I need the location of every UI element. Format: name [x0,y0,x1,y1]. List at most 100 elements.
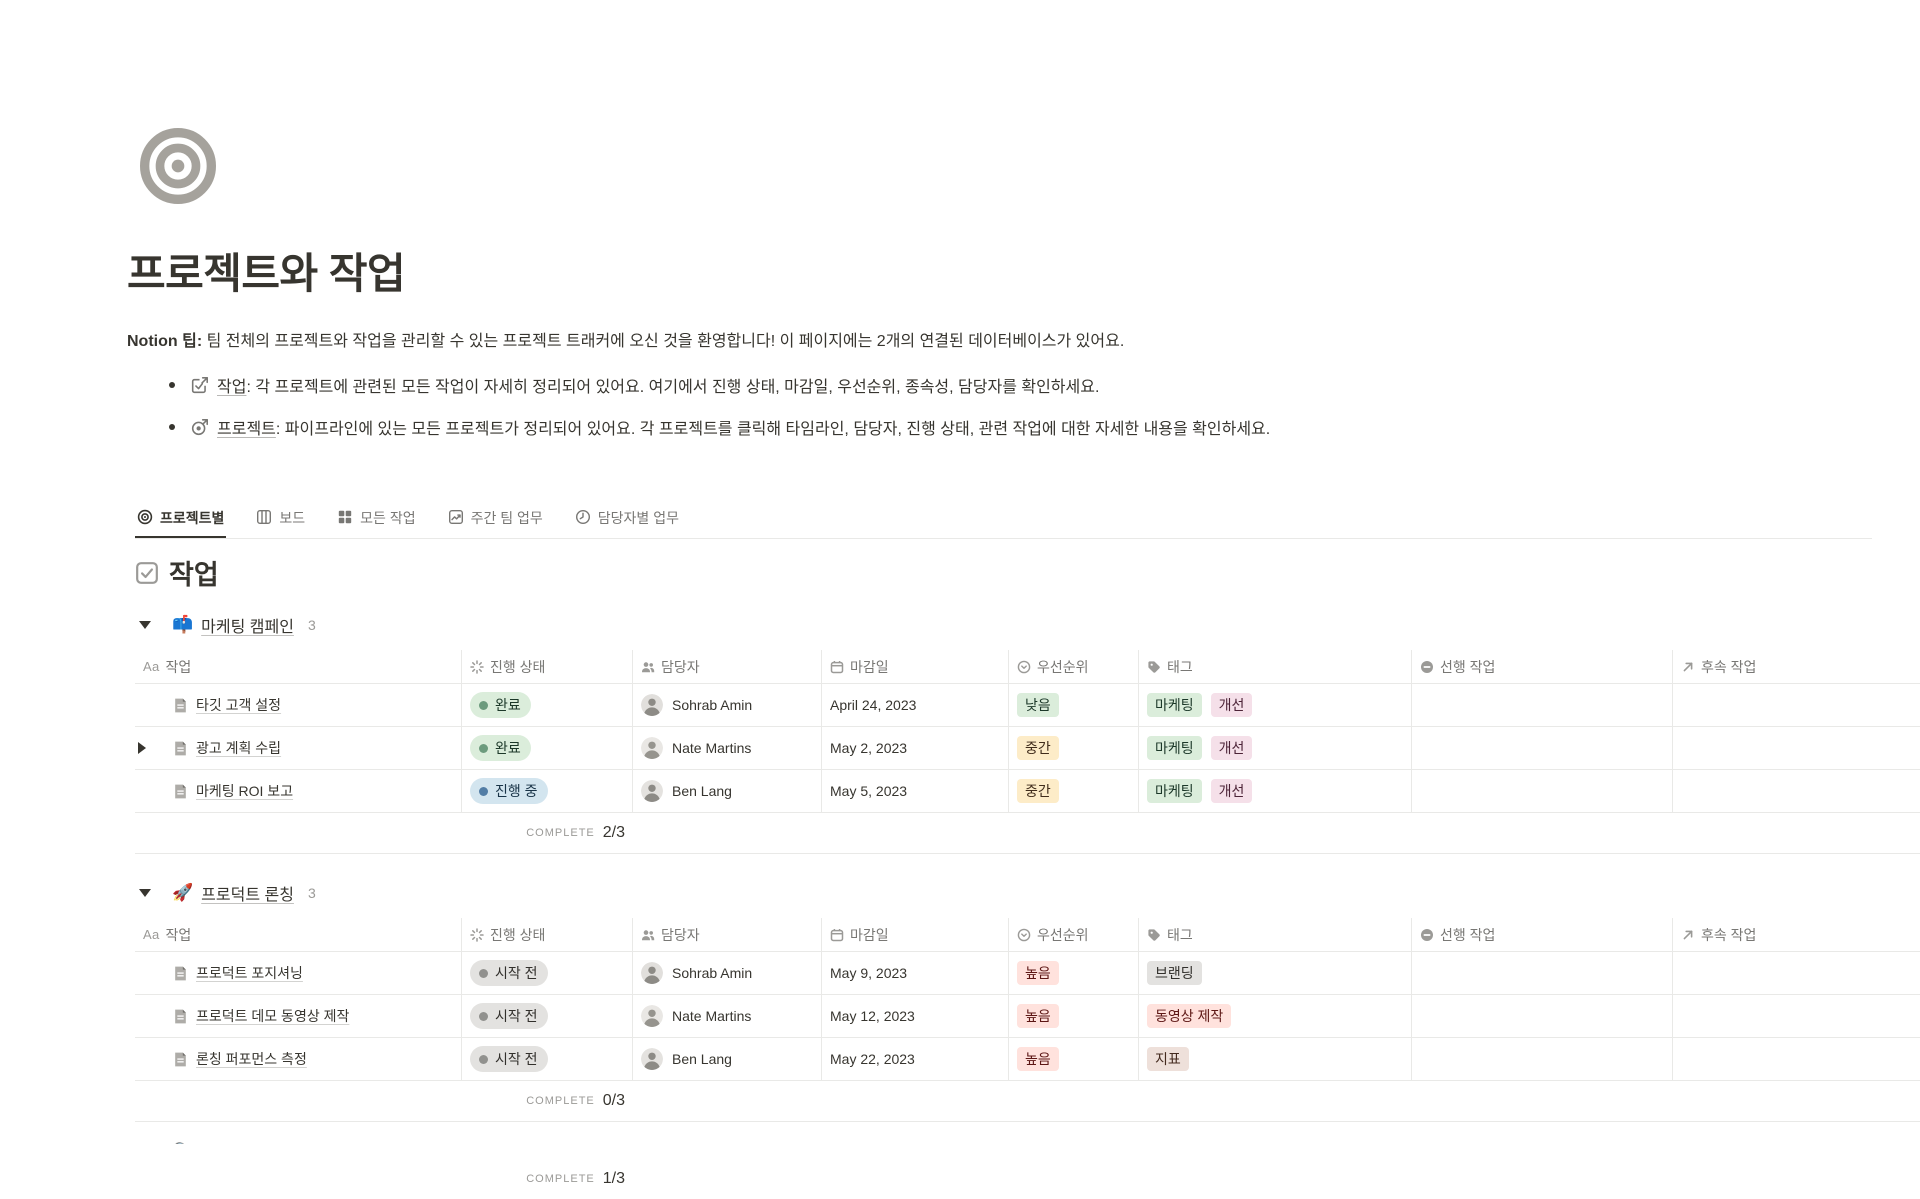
tab-by-project[interactable]: 프로젝트별 [135,502,226,538]
assignee-cell[interactable]: Nate Martins [633,727,822,770]
tag-chip: 마케팅 [1147,693,1202,717]
priority-cell[interactable]: 높음 [1009,995,1139,1038]
group-name[interactable]: 마케팅 캠페인 [201,619,294,636]
tags-cell[interactable]: 마케팅 개선 [1139,684,1412,727]
column-header-blocking[interactable]: 선행 작업 [1412,918,1673,952]
task-name-cell[interactable]: 광고 계획 수립 [135,727,462,770]
task-name-cell[interactable]: 마케팅 ROI 보고 [135,770,462,813]
blocking-cell[interactable] [1412,1038,1673,1081]
priority-chip: 높음 [1017,961,1059,985]
assignee-cell[interactable]: Ben Lang [633,770,822,813]
priority-cell[interactable]: 높음 [1009,952,1139,995]
column-header-task[interactable]: Aa 작업 [135,918,462,952]
blocking-cell[interactable] [1412,952,1673,995]
column-header-blocked-by[interactable]: 후속 작업 [1673,918,1920,952]
tab-weekly-team-work[interactable]: 주간 팀 업무 [446,502,545,538]
column-header-assignee[interactable]: 담당자 [633,650,822,684]
blocked-by-cell[interactable] [1673,995,1920,1038]
complete-calc[interactable]: COMPLETE 1/3 [135,1158,633,1199]
task-name[interactable]: 광고 계획 수립 [196,740,282,756]
task-name[interactable]: 타깃 고객 설정 [196,697,282,713]
blocked-by-cell[interactable] [1673,727,1920,770]
status-cell[interactable]: 시작 전 [462,1038,633,1081]
blocked-by-cell[interactable] [1673,684,1920,727]
group-name[interactable]: 사용자 리서치 [201,1140,294,1144]
text-type-icon: Aa [143,659,160,674]
task-name-cell[interactable]: 프로덕트 데모 동영상 제작 [135,995,462,1038]
group-name[interactable]: 프로덕트 론칭 [201,887,294,904]
status-cell[interactable]: 시작 전 [462,952,633,995]
column-header-tags[interactable]: 태그 [1139,918,1412,952]
status-cell[interactable]: 완료 [462,684,633,727]
column-header-tags[interactable]: 태그 [1139,650,1412,684]
tasks-db-link[interactable]: 작업 [217,379,247,396]
task-name[interactable]: 론칭 퍼포먼스 측정 [196,1051,307,1067]
subtask-toggle-icon[interactable] [138,742,146,754]
assignee-cell[interactable]: Ben Lang [633,1038,822,1081]
group-count: 3 [307,617,316,633]
tags-cell[interactable]: 마케팅 개선 [1139,770,1412,813]
blocked-by-cell[interactable] [1673,952,1920,995]
task-name[interactable]: 마케팅 ROI 보고 [196,783,294,799]
collection-title-text[interactable]: 작업 [169,560,219,590]
task-name[interactable]: 프로덕트 데모 동영상 제작 [196,1008,350,1024]
blocked-by-cell[interactable] [1673,1038,1920,1081]
page-icon-target[interactable] [138,126,218,206]
assignee-cell[interactable]: Nate Martins [633,995,822,1038]
column-header-status[interactable]: 진행 상태 [462,918,633,952]
tab-label: 보드 [279,510,306,526]
tags-cell[interactable]: 동영상 제작 [1139,995,1412,1038]
assignee-name: Ben Lang [672,1051,732,1067]
column-header-blocked-by[interactable]: 후속 작업 [1673,650,1920,684]
blocked-by-cell[interactable] [1673,770,1920,813]
task-name[interactable]: 프로덕트 포지셔닝 [196,965,303,981]
complete-calc[interactable]: COMPLETE 0/3 [135,1081,633,1121]
tab-board[interactable]: 보드 [254,502,307,538]
due-date-cell[interactable]: May 5, 2023 [822,770,1009,813]
column-header-task[interactable]: Aa 작업 [135,650,462,684]
status-cell[interactable]: 시작 전 [462,995,633,1038]
tags-cell[interactable]: 마케팅 개선 [1139,727,1412,770]
priority-cell[interactable]: 중간 [1009,770,1139,813]
assignee-cell[interactable]: Sohrab Amin [633,952,822,995]
due-date-cell[interactable]: May 12, 2023 [822,995,1009,1038]
blocking-cell[interactable] [1412,770,1673,813]
assignee-cell[interactable]: Sohrab Amin [633,684,822,727]
blocking-cell[interactable] [1412,684,1673,727]
collection-title: 작업 [135,553,219,592]
column-header-due[interactable]: 마감일 [822,650,1009,684]
priority-circle-icon [1017,660,1031,673]
blocking-cell[interactable] [1412,727,1673,770]
due-date-cell[interactable]: May 9, 2023 [822,952,1009,995]
tag-chip: 브랜딩 [1147,961,1202,985]
complete-calc[interactable]: COMPLETE 2/3 [135,813,633,853]
due-date-cell[interactable]: May 22, 2023 [822,1038,1009,1081]
status-cell[interactable]: 진행 중 [462,770,633,813]
tags-cell[interactable]: 브랜딩 [1139,952,1412,995]
tags-cell[interactable]: 지표 [1139,1038,1412,1081]
status-cell[interactable]: 완료 [462,727,633,770]
column-header-assignee[interactable]: 담당자 [633,918,822,952]
due-date-cell[interactable]: May 2, 2023 [822,727,1009,770]
priority-cell[interactable]: 중간 [1009,727,1139,770]
due-date-cell[interactable]: April 24, 2023 [822,684,1009,727]
page-doc-icon [172,740,189,757]
projects-db-link[interactable]: 프로젝트 [217,421,276,438]
task-name-cell[interactable]: 프로덕트 포지셔닝 [135,952,462,995]
column-header-priority[interactable]: 우선순위 [1009,650,1139,684]
tag-chip: 개선 [1210,693,1253,717]
tab-by-assignee[interactable]: 담당자별 업무 [573,502,681,538]
collapse-toggle-icon[interactable] [139,889,151,897]
task-name-cell[interactable]: 타깃 고객 설정 [135,684,462,727]
tab-all-tasks[interactable]: 모든 작업 [335,502,417,538]
priority-cell[interactable]: 낮음 [1009,684,1139,727]
column-header-due[interactable]: 마감일 [822,918,1009,952]
tag-icon [1148,660,1160,673]
collapse-toggle-icon[interactable] [139,621,151,629]
column-header-priority[interactable]: 우선순위 [1009,918,1139,952]
task-name-cell[interactable]: 론칭 퍼포먼스 측정 [135,1038,462,1081]
blocking-cell[interactable] [1412,995,1673,1038]
column-header-status[interactable]: 진행 상태 [462,650,633,684]
priority-cell[interactable]: 높음 [1009,1038,1139,1081]
column-header-blocking[interactable]: 선행 작업 [1412,650,1673,684]
